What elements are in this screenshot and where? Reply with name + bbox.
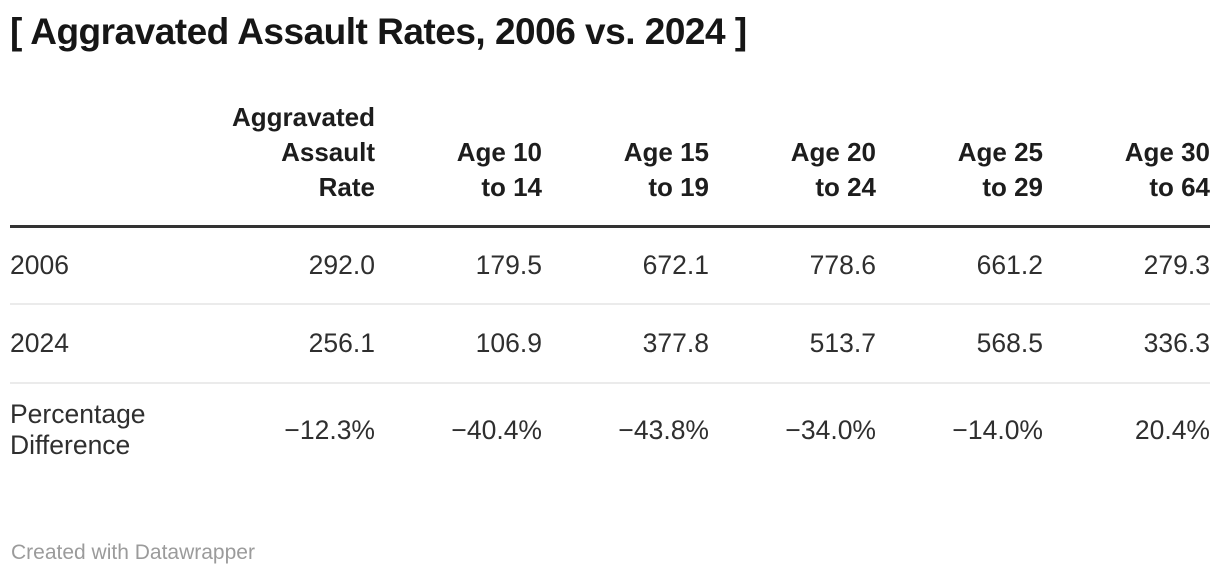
table-body: 2006 292.0 179.5 672.1 778.6 661.2 279.3… xyxy=(10,226,1210,477)
cell-2024-age-20-24: 513.7 xyxy=(709,304,876,385)
table-header-row: Aggravated Assault Rate Age 10 to 14 Age… xyxy=(10,100,1210,229)
column-header-blank xyxy=(10,100,170,229)
cell-2006-age-25-29: 661.2 xyxy=(876,226,1043,306)
cell-2024-age-25-29: 568.5 xyxy=(876,304,1043,385)
row-label-2024: 2024 xyxy=(10,304,170,385)
table-row-2024: 2024 256.1 106.9 377.8 513.7 568.5 336.3 xyxy=(10,304,1210,385)
column-header-age-15-19: Age 15 to 19 xyxy=(542,100,709,229)
assault-rates-table: Aggravated Assault Rate Age 10 to 14 Age… xyxy=(10,100,1210,476)
cell-pct-age-25-29: −14.0% xyxy=(952,414,1043,445)
page-title: [ Aggravated Assault Rates, 2006 vs. 202… xyxy=(10,11,747,52)
datawrapper-credit-link[interactable]: Created with Datawrapper xyxy=(11,541,255,564)
table-row-2006: 2006 292.0 179.5 672.1 778.6 661.2 279.3 xyxy=(10,226,1210,306)
cell-2024-age-10-14: 106.9 xyxy=(375,304,542,385)
cell-pct-age-30-64: 20.4% xyxy=(1134,414,1210,445)
cell-2006-age-15-19: 672.1 xyxy=(542,226,709,306)
column-header-age-25-29: Age 25 to 29 xyxy=(876,100,1043,229)
column-header-aggravated-assault-rate: Aggravated Assault Rate xyxy=(170,100,375,229)
row-label-2006: 2006 xyxy=(10,226,170,306)
cell-pct-age-15-19: −43.8% xyxy=(618,414,709,445)
cell-2006-age-30-64: 279.3 xyxy=(1043,226,1210,306)
cell-pct-rate: −12.3% xyxy=(284,414,375,445)
table-header: Aggravated Assault Rate Age 10 to 14 Age… xyxy=(10,100,1210,229)
column-header-age-30-64: Age 30 to 64 xyxy=(1043,100,1210,229)
cell-2024-age-30-64: 336.3 xyxy=(1043,304,1210,385)
cell-2006-age-20-24: 778.6 xyxy=(709,226,876,306)
column-header-age-20-24: Age 20 to 24 xyxy=(709,100,876,229)
cell-pct-age-10-14: −40.4% xyxy=(451,414,542,445)
row-label-percentage-difference: Percentage Difference xyxy=(10,399,146,461)
cell-2024-rate: 256.1 xyxy=(170,304,375,385)
cell-2024-age-15-19: 377.8 xyxy=(542,304,709,385)
cell-2006-rate: 292.0 xyxy=(170,226,375,306)
table-row-percentage-difference: Percentage Difference −12.3% −40.4% −43.… xyxy=(10,383,1210,476)
cell-2006-age-10-14: 179.5 xyxy=(375,226,542,306)
cell-pct-age-20-24: −34.0% xyxy=(785,414,876,445)
column-header-age-10-14: Age 10 to 14 xyxy=(375,100,542,229)
